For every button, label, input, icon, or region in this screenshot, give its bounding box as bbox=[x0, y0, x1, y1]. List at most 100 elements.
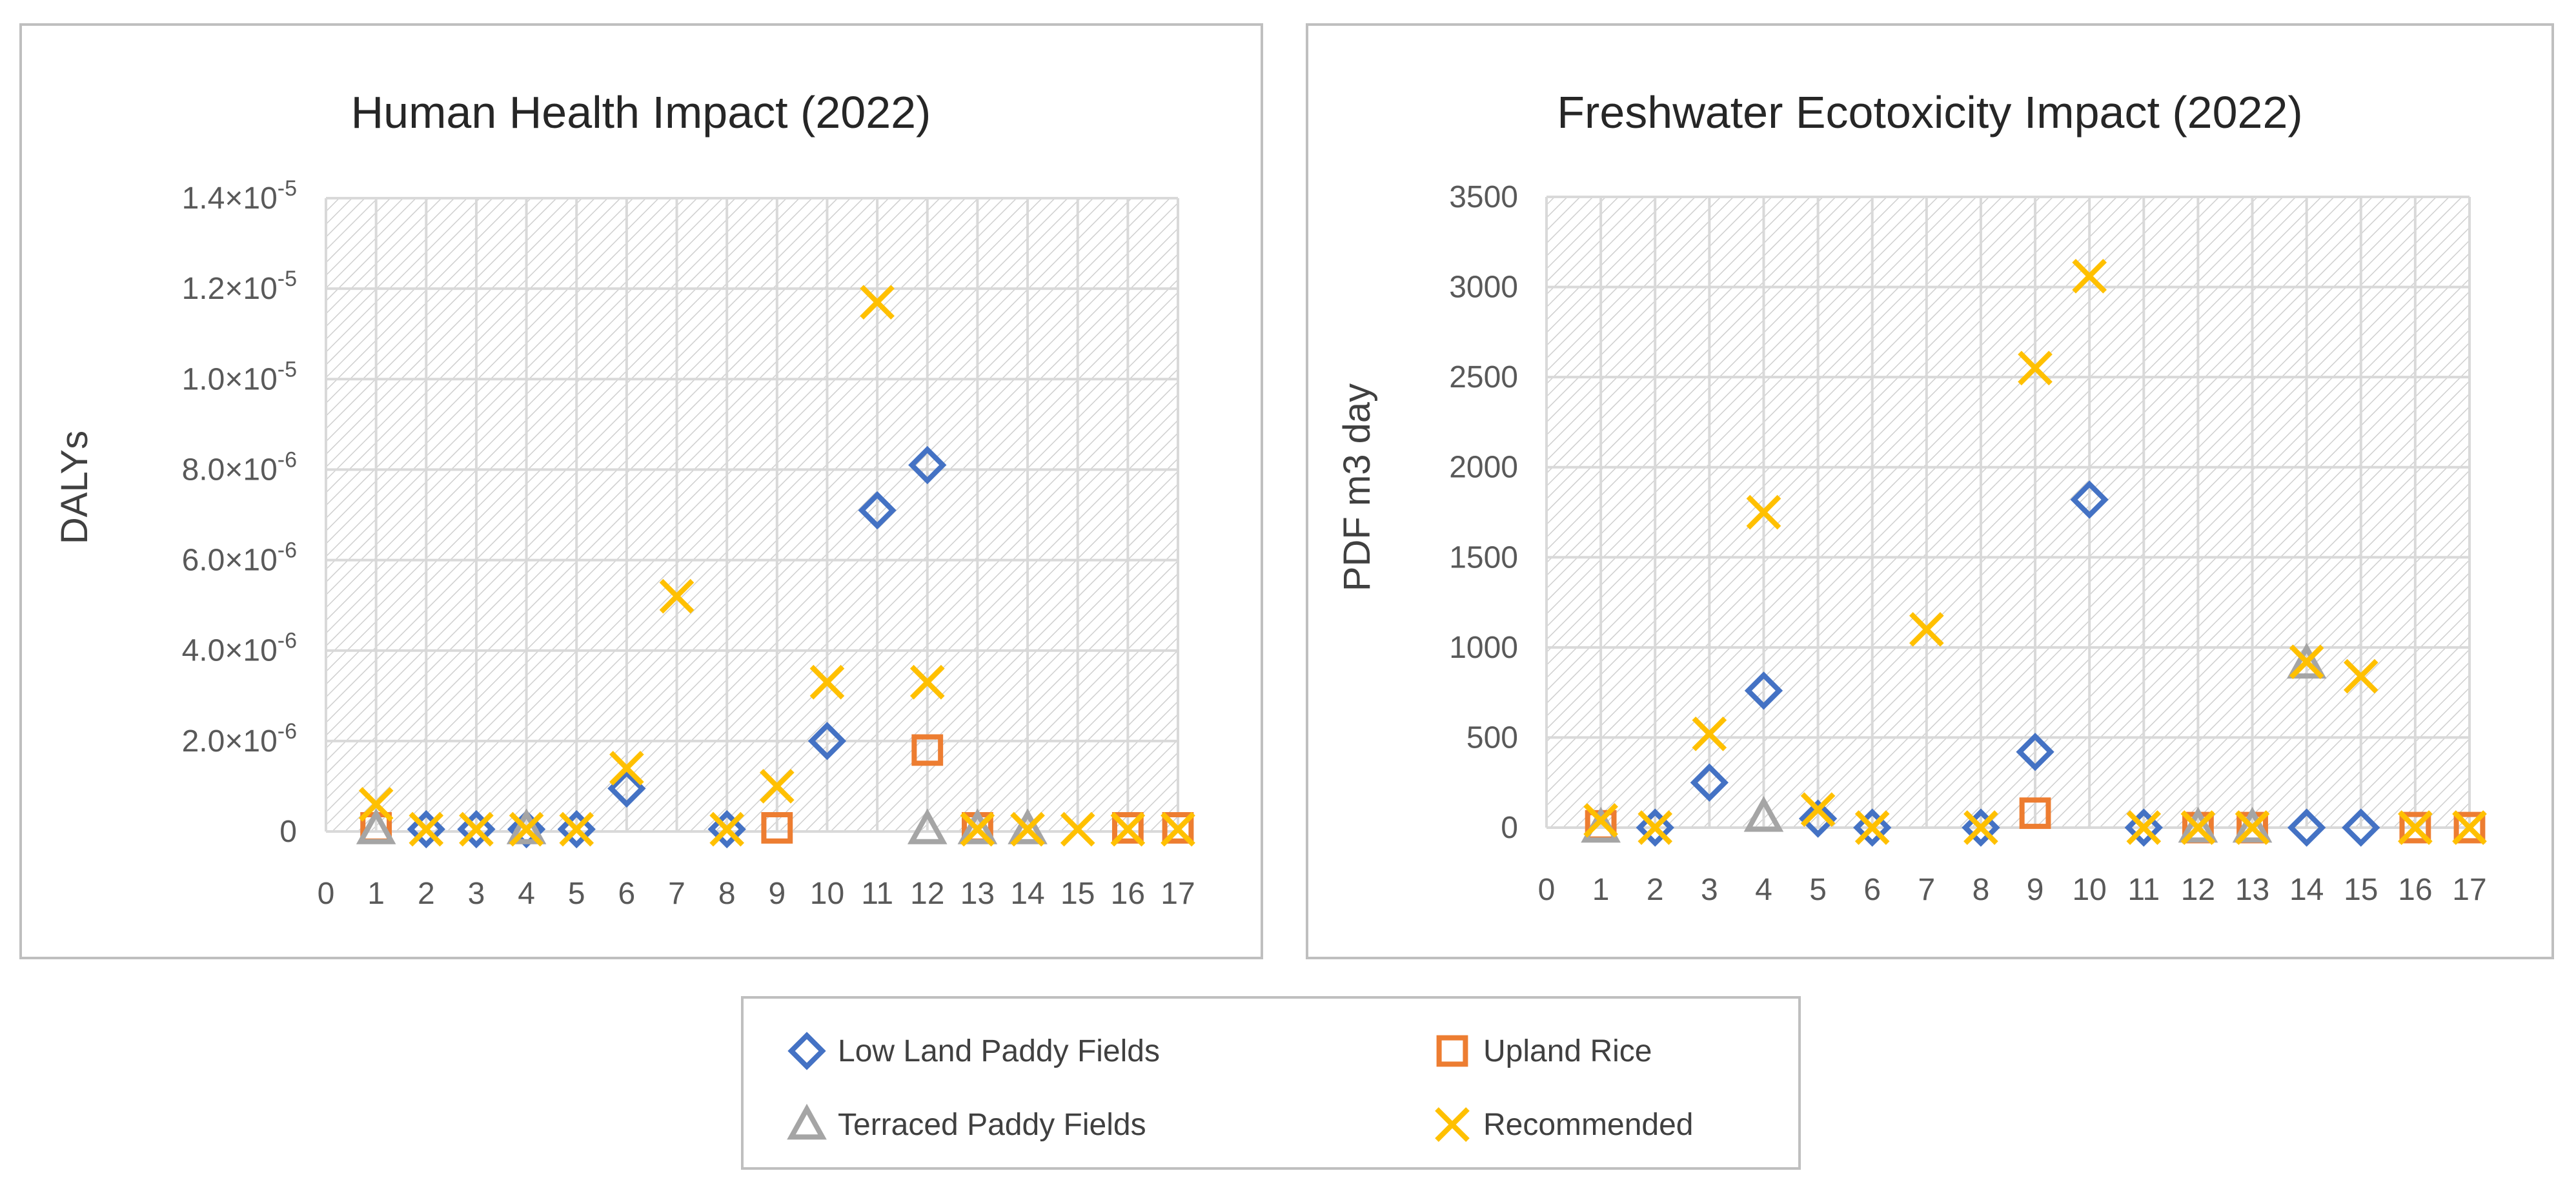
data-point-recommended bbox=[909, 664, 945, 700]
x-tick-label: 12 bbox=[910, 877, 944, 911]
data-point-low-land bbox=[607, 769, 646, 808]
data-point-low-land bbox=[2342, 808, 2380, 847]
data-point-recommended bbox=[2126, 810, 2162, 845]
data-point-recommended bbox=[2289, 644, 2324, 680]
x-tick-label: 1 bbox=[367, 877, 385, 911]
data-point-low-land bbox=[1853, 808, 1892, 847]
x-tick-label: 0 bbox=[1538, 873, 1556, 907]
y-tick-label: 6.0×10-6 bbox=[182, 538, 297, 578]
y-tick-label: 8.0×10-6 bbox=[182, 447, 297, 487]
plot-background bbox=[1547, 197, 2470, 828]
data-point-recommended bbox=[1800, 792, 1836, 827]
data-point-low-land bbox=[807, 722, 847, 760]
data-point-recommended bbox=[509, 811, 544, 847]
data-point-upland bbox=[2399, 811, 2431, 844]
plot-background bbox=[326, 198, 1178, 831]
data-point-recommended bbox=[759, 769, 795, 804]
data-point-low-land bbox=[1798, 799, 1838, 838]
x-tick-label: 17 bbox=[2452, 873, 2486, 907]
x-tick-label: 0 bbox=[318, 877, 335, 911]
data-point-terraced bbox=[907, 808, 948, 844]
data-point-recommended bbox=[459, 811, 494, 847]
data-point-terraced bbox=[506, 808, 547, 844]
data-point-low-land bbox=[1636, 808, 1674, 847]
x-tick-label: 3 bbox=[1701, 873, 1718, 907]
data-point-terraced bbox=[2178, 806, 2218, 843]
data-point-recommended bbox=[2018, 351, 2053, 386]
data-point-low-land bbox=[2124, 808, 2163, 847]
data-point-recommended bbox=[1161, 811, 1195, 847]
x-tick-label: 13 bbox=[2235, 873, 2269, 907]
y-tick-label: 1.2×10-5 bbox=[182, 267, 297, 306]
data-point-recommended bbox=[1010, 811, 1045, 847]
data-point-recommended bbox=[609, 751, 644, 786]
y-tick-label: 1.4×10-5 bbox=[182, 176, 297, 216]
data-point-low-land bbox=[2016, 733, 2054, 771]
y-axis-label-human-health: DALYs bbox=[54, 431, 96, 544]
y-tick-label: 0 bbox=[1501, 811, 1518, 845]
x-tick-label: 11 bbox=[861, 877, 893, 911]
x-tick-label: 3 bbox=[468, 877, 485, 911]
x-tick-label: 14 bbox=[1010, 877, 1044, 911]
data-point-recommended bbox=[2452, 810, 2487, 845]
legend: Low Land Paddy Fields Upland Rice Terraced… bbox=[787, 1032, 1694, 1142]
x-tick-label: 10 bbox=[2072, 873, 2106, 907]
data-point-upland bbox=[1162, 811, 1194, 844]
x-tick-label: 4 bbox=[518, 877, 535, 911]
x-tick-label: 7 bbox=[668, 877, 685, 911]
data-point-low-land bbox=[2070, 480, 2109, 519]
x-tick-label: 5 bbox=[568, 877, 585, 911]
x-tick-label: 8 bbox=[1973, 873, 1990, 907]
y-tick-label: 3500 bbox=[1449, 180, 1518, 214]
data-point-recommended bbox=[1854, 810, 1890, 845]
x-tick-label: 6 bbox=[1863, 873, 1881, 907]
data-point-recommended bbox=[2235, 810, 2270, 845]
x-tick-label: 16 bbox=[1111, 877, 1145, 911]
legend-marker-upland bbox=[1436, 1035, 1468, 1067]
x-tick-label: 14 bbox=[2289, 873, 2324, 907]
data-point-upland bbox=[2453, 811, 2486, 844]
x-tick-label: 9 bbox=[2027, 873, 2044, 907]
data-point-terraced bbox=[356, 808, 396, 844]
data-point-recommended bbox=[1692, 717, 1727, 751]
legend-label-terraced: Terraced Paddy Fields bbox=[838, 1108, 1146, 1142]
data-point-recommended bbox=[659, 578, 695, 614]
data-point-recommended bbox=[1909, 612, 1944, 647]
y-tick-label: 1.0×10-5 bbox=[182, 357, 297, 396]
x-tick-label: 6 bbox=[618, 877, 636, 911]
data-point-recommended bbox=[559, 811, 594, 847]
data-point-recommended bbox=[1583, 803, 1618, 838]
x-tick-label: 8 bbox=[718, 877, 736, 911]
data-point-low-land bbox=[1744, 671, 1783, 710]
chart-title-freshwater-ecotoxicity: Freshwater Ecotoxicity Impact (2022) bbox=[1557, 87, 2302, 138]
data-point-terraced bbox=[957, 808, 998, 844]
y-tick-label: 1000 bbox=[1449, 631, 1518, 665]
data-point-recommended bbox=[2180, 810, 2216, 845]
data-point-recommended bbox=[1110, 811, 1146, 847]
x-tick-label: 1 bbox=[1592, 873, 1610, 907]
legend-marker-recommended bbox=[1435, 1107, 1470, 1142]
x-tick-label: 11 bbox=[2127, 873, 2160, 907]
legend-label-upland: Upland Rice bbox=[1483, 1034, 1652, 1068]
data-point-recommended bbox=[1638, 810, 1673, 845]
x-tick-label: 5 bbox=[1809, 873, 1827, 907]
data-point-recommended bbox=[2398, 810, 2433, 845]
data-point-low-land bbox=[1962, 808, 2000, 847]
x-tick-label: 7 bbox=[1918, 873, 1935, 907]
x-tick-label: 2 bbox=[418, 877, 435, 911]
data-point-terraced bbox=[2232, 806, 2273, 843]
data-point-low-land bbox=[2287, 808, 2326, 847]
data-point-low-land bbox=[707, 810, 746, 849]
data-point-recommended bbox=[1746, 495, 1781, 530]
legend-marker-low-land bbox=[787, 1032, 826, 1070]
data-point-recommended bbox=[960, 811, 995, 847]
legend-marker-terraced bbox=[787, 1103, 827, 1140]
data-point-low-land bbox=[407, 810, 445, 849]
data-point-recommended bbox=[2072, 258, 2107, 294]
legend-label-low-land: Low Land Paddy Fields bbox=[838, 1034, 1160, 1068]
data-point-recommended bbox=[860, 285, 895, 320]
legend-box bbox=[741, 996, 1801, 1170]
data-point-upland bbox=[1111, 811, 1144, 844]
x-tick-label: 9 bbox=[768, 877, 786, 911]
